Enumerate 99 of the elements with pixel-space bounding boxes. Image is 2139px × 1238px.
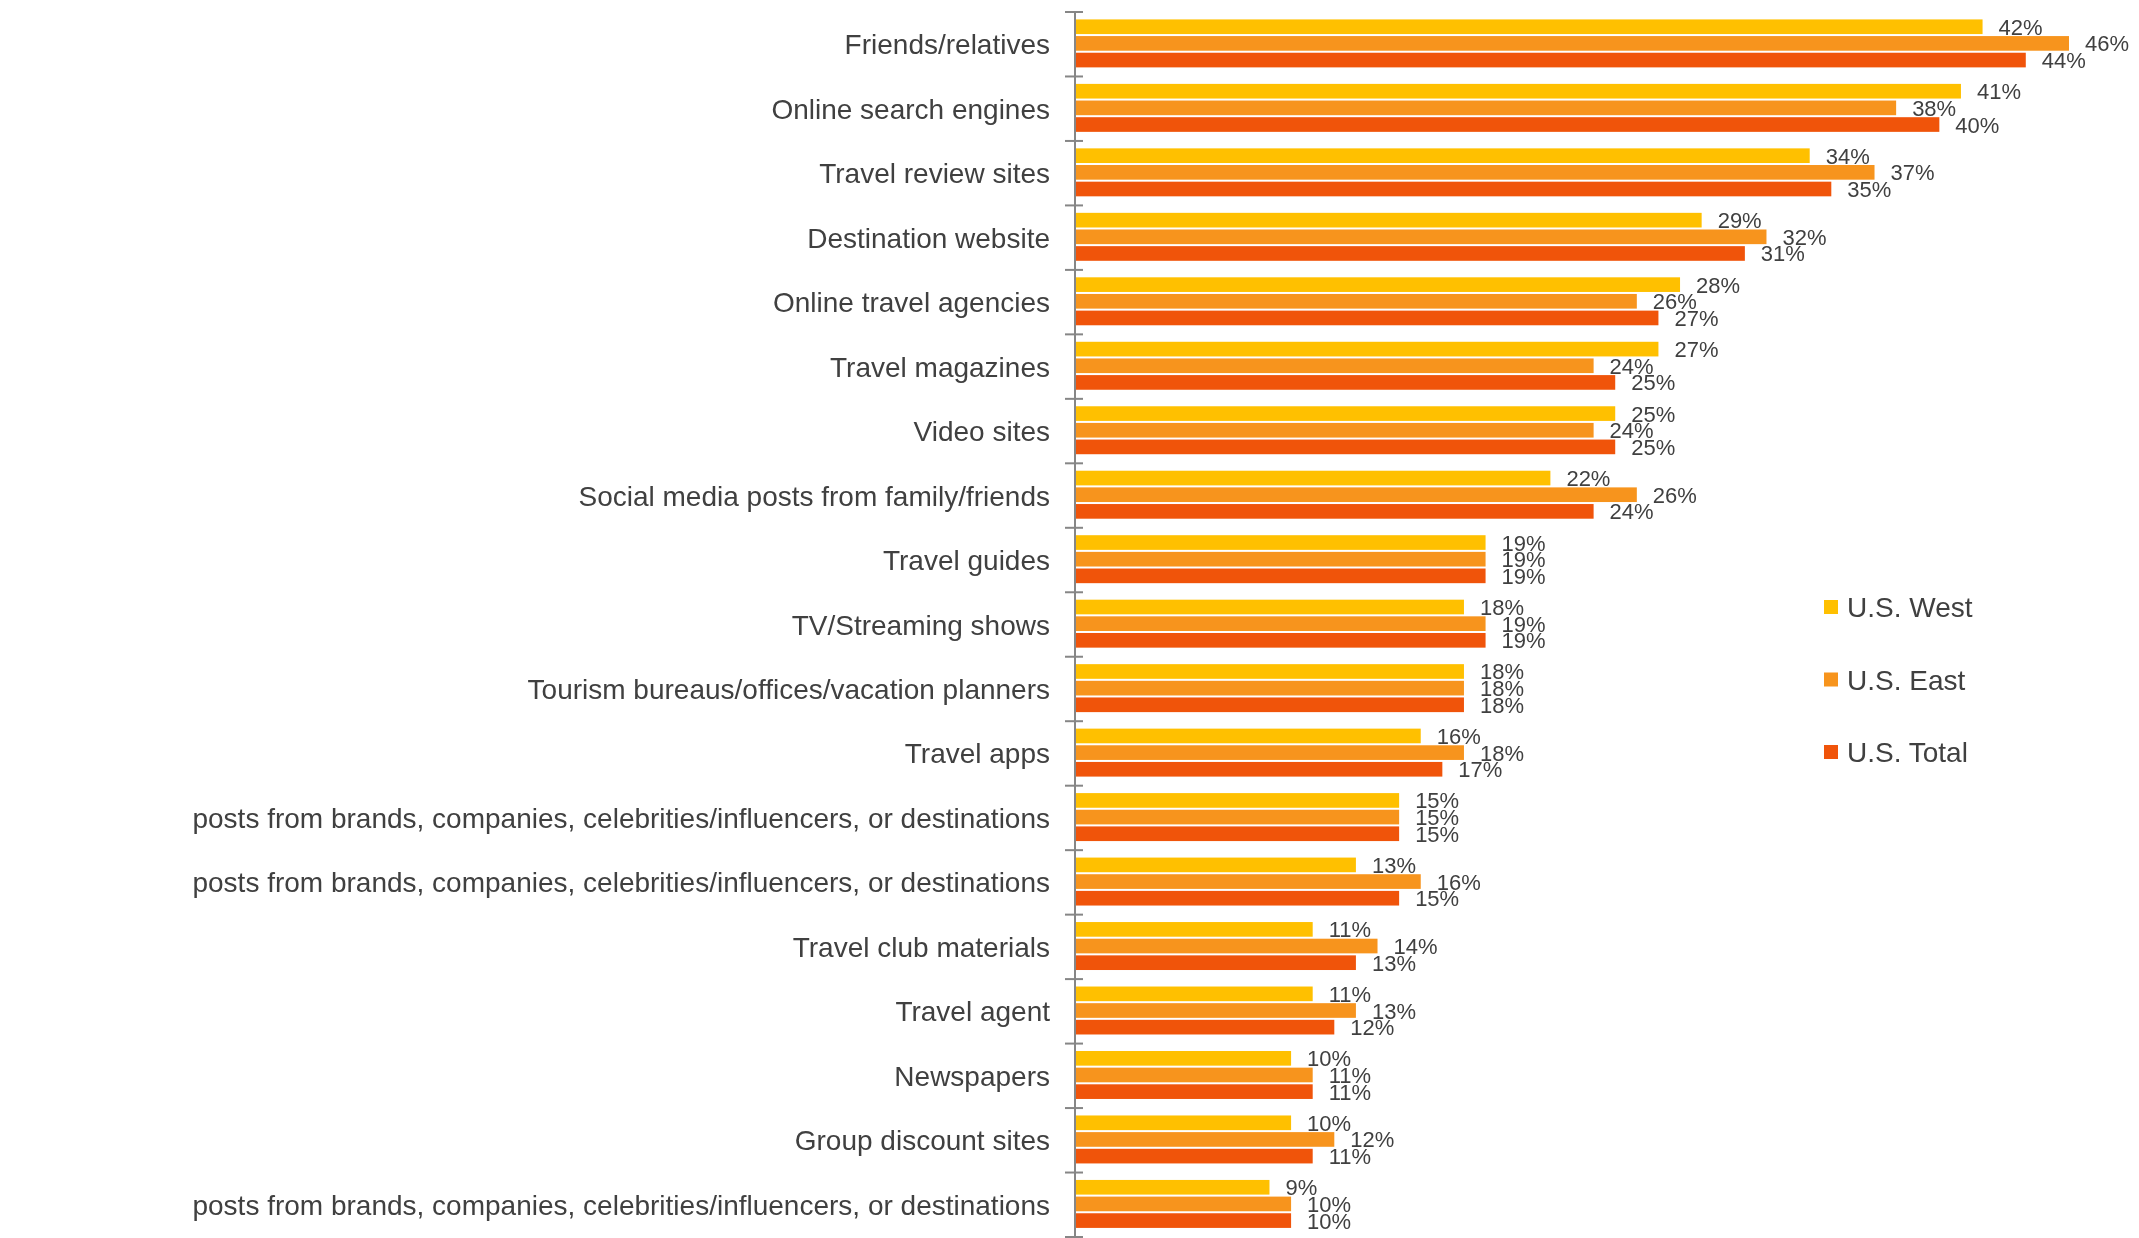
data-label: 41% [1976,78,2021,104]
data-label: 24% [1609,498,1654,524]
data-label: 11% [1328,981,1372,1007]
bar [1075,1213,1292,1228]
y-tick-label: Destination website [807,222,1050,254]
bar [1075,938,1378,954]
y-tick-label: Social media posts from family/friends [578,480,1050,512]
data-label: 34% [1825,143,1870,169]
bar [1075,697,1464,713]
y-tick-label: Online search engines [771,93,1050,125]
y-tick-label: posts from brands, companies, celebrities/influencers, or destinations [192,1189,1050,1221]
data-label: 27% [1674,336,1719,362]
bar [1075,1050,1292,1066]
y-tick-label: Tourism bureaus/offices/vacation planners [527,673,1050,705]
bar [1075,890,1400,906]
bar [1075,1003,1356,1018]
bar [1075,616,1486,631]
bar [1075,745,1464,760]
bar [1075,1019,1335,1035]
bar [1075,470,1551,486]
bar [1075,664,1464,679]
bar [1075,181,1832,197]
bar [1075,439,1616,455]
bar [1075,1084,1313,1099]
bar [1075,375,1616,390]
bar [1075,310,1659,326]
bar [1075,632,1486,648]
bar [1075,422,1594,438]
bar [1075,212,1702,228]
data-label: 26% [1652,482,1697,508]
bar [1075,922,1313,937]
bar [1075,406,1616,421]
y-tick-label: Video sites [913,415,1050,447]
bar [1075,955,1356,971]
y-tick-label: Travel review sites [819,157,1050,189]
bar [1075,857,1356,873]
bar [1075,568,1486,584]
bar [1075,165,1875,180]
legend-label: U.S. East [1847,664,1966,695]
data-label: 35% [1847,176,1892,202]
data-label: 10% [1307,1110,1352,1136]
bar [1075,100,1897,116]
bar [1075,680,1464,696]
bar [1075,246,1745,261]
y-tick-label: posts from brands, companies, celebrities/influencers, or destinations [192,866,1050,898]
bar [1075,535,1486,550]
data-label: 22% [1566,465,1611,491]
data-label: 29% [1717,207,1762,233]
bar [1075,358,1594,374]
bar [1075,36,2069,51]
data-label: 13% [1371,852,1416,878]
data-label: 40% [1955,112,2000,138]
bar [1075,986,1313,1002]
bar [1075,341,1659,357]
y-tick-label: posts from brands, companies, celebrities/influencers, or destinations [192,802,1050,834]
bar [1075,1132,1335,1147]
y-tick-label: Travel apps [904,737,1050,769]
y-tick-label: Travel club materials [792,931,1050,963]
bar [1075,487,1637,503]
y-tick-label: Group discount sites [794,1124,1050,1156]
bar [1075,293,1637,309]
y-tick-label: Travel agent [895,995,1051,1027]
bar [1075,277,1681,292]
y-tick-label: Travel guides [882,544,1050,576]
data-label: 37% [1890,159,1935,185]
bar [1075,826,1400,842]
bar [1075,1196,1292,1212]
data-label: 38% [1912,95,1957,121]
bar [1075,874,1421,889]
bar [1075,1115,1292,1131]
bar [1075,19,1983,35]
y-tick-label: Newspapers [894,1060,1050,1092]
bar [1075,793,1400,808]
bar [1075,83,1961,99]
bar [1075,1148,1313,1164]
data-label: 11% [1328,916,1372,942]
data-label: 28% [1696,272,1741,298]
bar [1075,148,1810,164]
data-label: 42% [1998,14,2043,40]
bar [1075,1179,1270,1195]
y-tick-label: TV/Streaming shows [791,609,1050,640]
bar [1075,1067,1313,1083]
bar [1075,809,1400,825]
legend-label: U.S. Total [1847,736,1968,768]
bar [1075,117,1940,132]
data-label: 44% [2041,47,2086,73]
bar [1075,761,1443,777]
bar [1075,52,2026,68]
bar [1075,551,1486,567]
y-tick-label: Travel magazines [830,351,1050,383]
legend-label: U.S. West [1847,591,1973,623]
y-tick-label: Online travel agencies [772,286,1050,318]
data-label: 16% [1436,723,1481,749]
bar [1075,229,1767,245]
y-tick-label: Friends/relatives [844,28,1050,60]
bar [1075,504,1594,519]
bar [1075,728,1421,744]
bar [1075,599,1464,615]
data-label: 46% [2085,30,2130,56]
